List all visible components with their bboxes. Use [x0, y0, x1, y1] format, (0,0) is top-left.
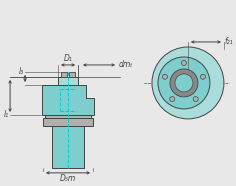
Circle shape — [162, 74, 167, 79]
Circle shape — [175, 74, 193, 92]
Text: D₅m: D₅m — [60, 174, 76, 183]
Bar — [52, 126, 84, 168]
Bar — [43, 118, 93, 126]
Circle shape — [152, 47, 224, 119]
Text: dmₜ: dmₜ — [119, 60, 134, 69]
Bar — [69, 72, 75, 77]
Polygon shape — [42, 85, 94, 115]
Text: l₁: l₁ — [4, 110, 9, 119]
Bar — [61, 72, 67, 77]
Circle shape — [200, 74, 206, 79]
Circle shape — [170, 69, 198, 97]
Bar — [45, 115, 91, 118]
Circle shape — [170, 97, 175, 102]
Text: D₁: D₁ — [63, 54, 72, 63]
Text: l₃: l₃ — [19, 68, 24, 76]
Circle shape — [193, 97, 198, 102]
Circle shape — [181, 60, 186, 65]
Circle shape — [158, 57, 210, 109]
Bar — [58, 77, 78, 85]
Text: f₂₁: f₂₁ — [225, 37, 234, 46]
